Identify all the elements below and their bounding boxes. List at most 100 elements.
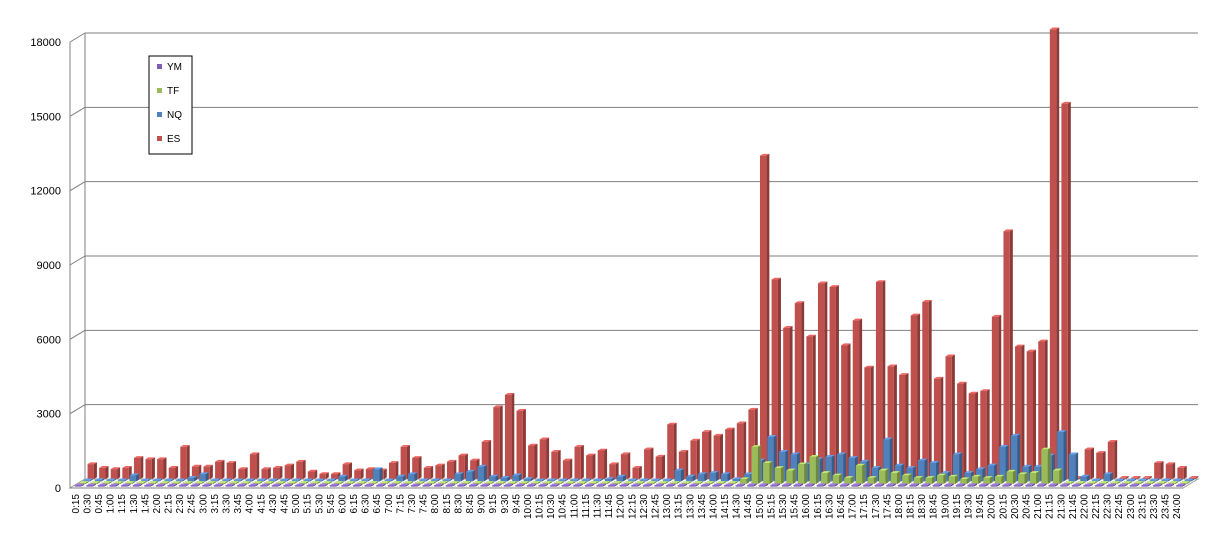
x-tick-label: 6:00 (337, 494, 348, 514)
bar-nq (465, 469, 476, 482)
bar-ym (724, 483, 734, 487)
bar-ym (179, 483, 189, 487)
x-tick-label: 19:45 (975, 494, 986, 519)
floor-divider (904, 478, 920, 489)
bar-es (342, 462, 352, 479)
bar-tf (542, 481, 553, 485)
x-tick-label: 1:45 (140, 494, 151, 514)
x-tick-label: 22:45 (1114, 494, 1125, 519)
bar-ym (666, 483, 676, 487)
bar-ym (608, 483, 618, 487)
floor-divider (753, 478, 770, 489)
bar-tf (786, 468, 796, 485)
y-tick-label: 9000 (37, 260, 61, 272)
gridline-side (69, 106, 86, 117)
bar-nq (952, 452, 963, 482)
floor-divider (811, 478, 828, 489)
bar-es (412, 456, 422, 479)
bar-ym (654, 483, 664, 487)
bar-ym (758, 483, 769, 487)
bar-ym (132, 483, 143, 487)
bar-nq (326, 478, 337, 482)
bar-tf (936, 473, 947, 485)
floor-divider (116, 478, 132, 489)
floor-divider (92, 478, 109, 489)
bar-ym (167, 483, 177, 487)
bar-ym (828, 483, 838, 487)
bar-es (168, 466, 179, 479)
bar-ym (1129, 483, 1140, 487)
bar-ym (1060, 483, 1070, 487)
bar-ym (619, 483, 630, 487)
bar-tf (171, 481, 182, 485)
bar-tf (1180, 481, 1190, 485)
bar-tf (183, 481, 193, 485)
bar-nq (918, 458, 928, 482)
bar-nq (419, 478, 429, 482)
x-tick-label: 14:00 (708, 494, 719, 519)
bar-tf (739, 477, 750, 485)
bar-es (725, 427, 735, 479)
x-tick-label: 23:45 (1161, 494, 1172, 519)
floor-divider (1043, 478, 1060, 489)
floor-divider (185, 478, 202, 489)
x-tick-label: 10:45 (558, 494, 569, 519)
bar-nq (361, 478, 371, 482)
bar-nq (639, 478, 650, 482)
x-tick-label: 12:45 (650, 494, 661, 519)
x-tick-label: 12:00 (616, 494, 627, 519)
bar-ym (1176, 483, 1186, 487)
bar-nq (141, 478, 151, 482)
floor-divider (1066, 478, 1083, 489)
bar-tf (334, 481, 344, 485)
bar-tf (345, 481, 356, 485)
bar-tf (1052, 468, 1063, 485)
bar-es (574, 444, 584, 479)
x-tick-label: 3:00 (198, 494, 209, 514)
floor-divider (985, 478, 1002, 489)
bar-es (1177, 466, 1187, 479)
bar-nq (1173, 478, 1183, 482)
bar-tf (1110, 481, 1121, 485)
x-axis: 0:15 0:30 0:45 1:00 1:15 1:30 1:45 2:00 2:15 2:30… (71, 494, 1183, 519)
bar-tf (565, 481, 576, 485)
bar-es (1038, 339, 1048, 479)
bar-es (910, 313, 921, 479)
bar-nq (129, 473, 140, 482)
gridline-side (69, 329, 86, 340)
bar-tf (635, 481, 645, 485)
bar-ym (886, 483, 896, 487)
bar-ym (584, 483, 595, 487)
bar-ym (399, 483, 409, 487)
floor-divider (1136, 478, 1152, 489)
bar-ym (851, 483, 861, 487)
floor-divider (719, 478, 735, 489)
bar-nq (686, 474, 696, 482)
bar-ym (97, 483, 108, 487)
bar-ym (492, 483, 502, 487)
floor-divider (336, 478, 352, 489)
floor-divider (1113, 478, 1129, 489)
bar-ym (909, 483, 919, 487)
bar-tf (902, 473, 912, 485)
x-tick-label: 7:15 (395, 494, 406, 514)
floor-divider (1090, 478, 1106, 489)
bar-nq (605, 477, 615, 482)
x-tick-label: 18:45 (929, 494, 940, 519)
gridline-side (69, 32, 86, 43)
floor-divider (162, 478, 178, 489)
bar-nq (1068, 452, 1079, 482)
bar-tf (252, 481, 263, 485)
floor-divider (591, 478, 607, 489)
bar-es (655, 454, 666, 479)
x-tick-label: 0:30 (82, 494, 93, 514)
bar-tf (148, 481, 158, 485)
bar-nq (176, 478, 186, 482)
bar-es (620, 452, 631, 479)
floor-divider (348, 478, 364, 489)
x-tick-label: 16:00 (801, 494, 812, 519)
bar-nq (512, 473, 522, 482)
x-tick-label: 1:30 (129, 494, 140, 514)
bar-ym (190, 483, 201, 487)
bar-ym (202, 483, 212, 487)
